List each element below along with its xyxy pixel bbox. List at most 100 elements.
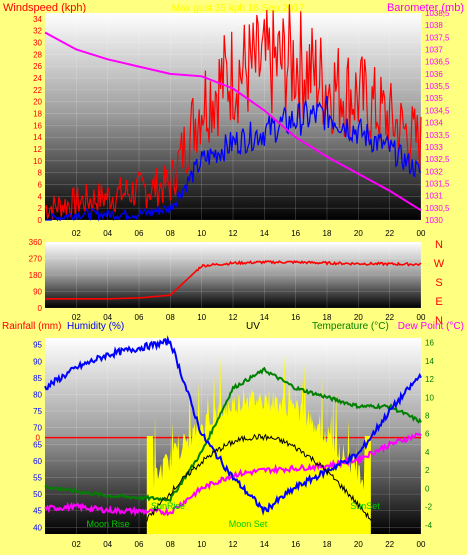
direction-x-tick: 04 <box>103 313 112 322</box>
barometer-tick: 1034 <box>425 119 443 128</box>
direction-tick: 180 <box>29 271 43 280</box>
direction-x-tick: 08 <box>166 313 175 322</box>
windspeed-tick: 18 <box>33 110 42 119</box>
direction-x-tick: 10 <box>197 313 206 322</box>
windspeed-tick: 32 <box>33 27 42 36</box>
direction-tick: 360 <box>29 238 43 247</box>
humidity-tick: 75 <box>33 407 42 416</box>
dewpoint-axis-title: Dew Point (°C) <box>398 321 464 332</box>
barometer-tick: 1038 <box>425 21 443 30</box>
top-x-tick: 08 <box>166 229 175 238</box>
direction-x-tick: 16 <box>291 313 300 322</box>
windspeed-tick: 6 <box>38 181 43 190</box>
windspeed-tick: 20 <box>33 98 42 107</box>
windspeed-tick: 34 <box>33 15 42 24</box>
humidity-tick: 50 <box>33 490 42 499</box>
direction-tick: 0 <box>38 304 43 313</box>
humidity-tick: 55 <box>33 474 42 483</box>
moonrise-label: Moon Rise <box>86 519 129 529</box>
barometer-tick: 1033 <box>425 143 443 152</box>
temperature-tick: 8 <box>425 411 430 420</box>
sunset-label: SunSet <box>350 501 380 511</box>
direction-line <box>45 260 422 300</box>
barometer-tick: 1031 <box>425 192 443 201</box>
bottom-x-tick: 00 <box>417 540 426 549</box>
top-x-tick: 02 <box>72 229 81 238</box>
windspeed-tick: 28 <box>33 50 42 59</box>
temperature-tick: 16 <box>425 339 434 348</box>
compass-label: S <box>435 277 442 289</box>
barometer-tick: 1033,5 <box>425 131 450 140</box>
barometer-tick: 1035 <box>425 94 443 103</box>
direction-x-tick: 14 <box>260 313 269 322</box>
temperature-tick: -4 <box>425 521 433 530</box>
temperature-axis-title: Temperature (°C) <box>312 321 389 332</box>
barometer-tick: 1036 <box>425 70 443 79</box>
temperature-tick: -2 <box>425 503 433 512</box>
humidity-tick: 60 <box>33 457 42 466</box>
windspeed-tick: 26 <box>33 62 42 71</box>
humidity-tick: 65 <box>33 440 42 449</box>
direction-x-tick: 12 <box>229 313 238 322</box>
windspeed-tick: 2 <box>38 204 43 213</box>
temperature-tick: 10 <box>425 393 434 402</box>
humidity-line <box>44 335 422 516</box>
windspeed-tick: 16 <box>33 121 42 130</box>
barometer-tick: 1034,5 <box>425 106 450 115</box>
top-x-tick: 00 <box>417 229 426 238</box>
bottom-x-tick: 06 <box>135 540 144 549</box>
humidity-tick: 70 <box>33 424 42 433</box>
compass-label: W <box>434 258 445 270</box>
direction-plot-area <box>45 242 421 308</box>
windspeed-tick: 30 <box>33 39 42 48</box>
humidity-tick: 40 <box>33 523 42 532</box>
bottom-x-tick: 18 <box>323 540 332 549</box>
bottom-x-tick: 16 <box>291 540 300 549</box>
humidity-axis-title: Humidity (%) <box>67 321 124 332</box>
uv-axis-title: UV <box>246 321 260 332</box>
barometer-tick: 1030,5 <box>425 204 450 213</box>
compass-label: N <box>435 315 443 327</box>
barometer-tick: 1036,5 <box>425 58 450 67</box>
windspeed-tick: 4 <box>38 192 43 201</box>
barometer-line <box>44 31 422 212</box>
compass-label: E <box>435 296 442 308</box>
top-x-tick: 20 <box>354 229 363 238</box>
barometer-tick: 1037,5 <box>425 33 450 42</box>
top-x-tick: 04 <box>103 229 112 238</box>
direction-x-tick: 18 <box>323 313 332 322</box>
barometer-tick: 1038,5 <box>425 9 450 18</box>
windspeed-tick: 0 <box>38 216 43 225</box>
bottom-x-tick: 10 <box>197 540 206 549</box>
bottom-x-tick: 20 <box>354 540 363 549</box>
direction-tick: 90 <box>33 288 42 297</box>
temperature-tick: 2 <box>425 466 430 475</box>
windspeed-tick: 24 <box>33 74 42 83</box>
top-x-tick: 12 <box>229 229 238 238</box>
humidity-tick: 80 <box>33 390 42 399</box>
direction-x-tick: 02 <box>72 313 81 322</box>
temperature-tick: 14 <box>425 357 434 366</box>
average-wind-line <box>45 95 422 222</box>
barometer-tick: 1035,5 <box>425 82 450 91</box>
top-x-tick: 18 <box>323 229 332 238</box>
top-x-tick: 16 <box>291 229 300 238</box>
windspeed-tick: 12 <box>33 145 42 154</box>
direction-x-tick: 22 <box>385 313 394 322</box>
barometer-tick: 1030 <box>425 216 443 225</box>
top-x-tick: 10 <box>197 229 206 238</box>
bottom-x-tick: 14 <box>260 540 269 549</box>
rainfall-axis-title: Rainfall (mm) <box>2 321 61 332</box>
humidity-tick: 85 <box>33 374 42 383</box>
max-gust-title: Max gust 35 kph 18 Sep 2017 <box>172 3 305 14</box>
bottom-x-tick: 12 <box>229 540 238 549</box>
temperature-line <box>44 366 422 503</box>
direction-x-tick: 00 <box>417 313 426 322</box>
windspeed-tick: 14 <box>33 133 42 142</box>
bottom-x-tick: 08 <box>166 540 175 549</box>
top-x-tick: 22 <box>385 229 394 238</box>
barometer-tick: 1031,5 <box>425 179 450 188</box>
windspeed-line <box>44 4 422 220</box>
direction-x-tick: 20 <box>354 313 363 322</box>
